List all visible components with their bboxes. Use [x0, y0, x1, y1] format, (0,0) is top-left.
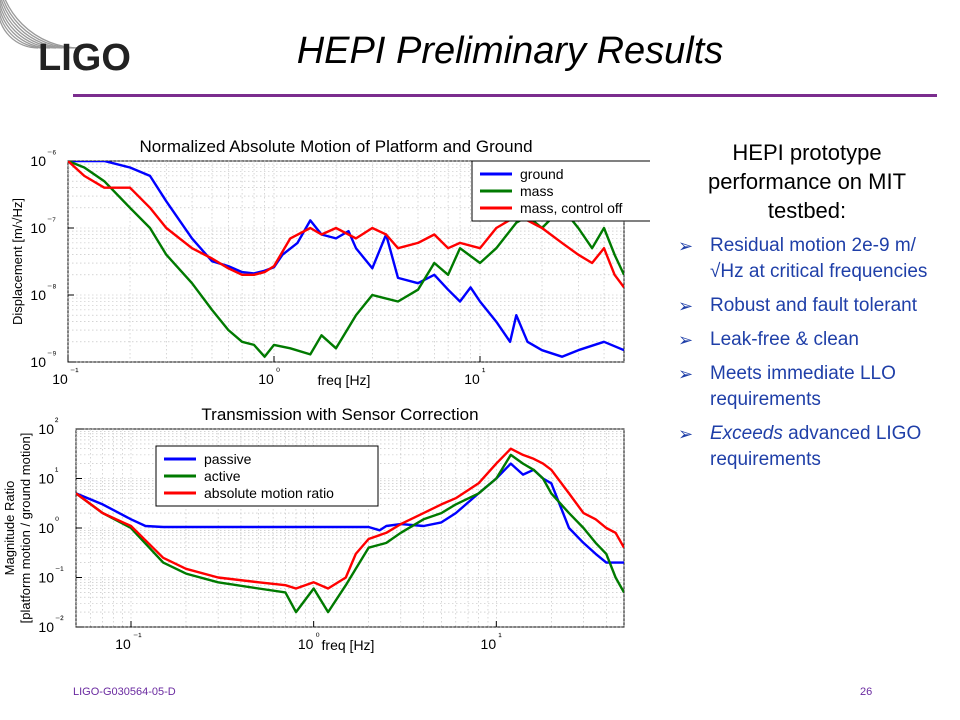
legend-entry: absolute motion ratio — [204, 485, 334, 501]
arrow-bullet-icon: ➢ — [678, 330, 694, 350]
x-axis-label: freq [Hz] — [322, 637, 375, 653]
right-panel: HEPI prototype performance on MIT testbe… — [666, 138, 948, 473]
x-axis-label: freq [Hz] — [318, 372, 371, 388]
y-tick-label: 10 — [30, 153, 46, 169]
y-axis-label: Magnitude Ratio — [2, 481, 17, 576]
x-tick-label: 10 — [464, 371, 480, 387]
y-tick-label: 10 — [38, 520, 54, 536]
x-tick-label-exponent: ¹ — [482, 367, 486, 378]
grid — [75, 428, 625, 628]
y-tick-label: 10 — [38, 619, 54, 635]
y-axis-label: [platform motion / ground motion] — [18, 433, 33, 624]
ligo-logo: LIGO — [0, 0, 131, 79]
x-tick-label-exponent: ⁻¹ — [70, 367, 79, 378]
arrow-bullet-icon: ➢ — [678, 296, 694, 316]
bullet-text: Robust and fault tolerant — [710, 295, 918, 316]
y-tick-label-exponent: ¹ — [55, 467, 59, 478]
y-tick-label-exponent: ⁻⁷ — [47, 216, 56, 227]
y-tick-label-exponent: ⁰ — [55, 516, 59, 527]
chart-title: Normalized Absolute Motion of Platform a… — [139, 137, 532, 156]
y-tick-label: 10 — [38, 471, 54, 487]
slide-title: HEPI Preliminary Results — [296, 30, 724, 72]
y-tick-label-exponent: ² — [55, 417, 59, 428]
bullet-item: ➢ Residual motion 2e-9 m/√Hz at critical… — [666, 233, 948, 285]
legend-entry: passive — [204, 451, 252, 467]
x-tick-label-exponent: ⁰ — [276, 367, 280, 378]
grid — [67, 160, 625, 363]
series-line-active — [76, 453, 624, 614]
arrow-bullet-icon: ➢ — [678, 236, 694, 256]
x-tick-label: 10 — [481, 636, 497, 652]
y-tick-label-exponent: ⁻⁸ — [47, 283, 57, 294]
panel-heading: HEPI prototype performance on MIT testbe… — [666, 138, 948, 225]
logo-text: LIGO — [38, 37, 131, 79]
legend-entry: mass, control off — [520, 200, 623, 216]
x-tick-label: 10 — [52, 371, 68, 387]
y-tick-label: 10 — [30, 354, 46, 370]
page-number: 26 — [860, 686, 873, 698]
y-tick-label: 10 — [38, 421, 54, 437]
bullet-item: ➢ Leak-free & clean — [666, 327, 948, 353]
y-tick-label-exponent: ⁻⁹ — [47, 350, 57, 361]
bullet-item: ➢ Robust and fault tolerant — [666, 293, 948, 319]
series-line-absolute-motion-ratio — [76, 447, 624, 590]
y-tick-label: 10 — [30, 220, 46, 236]
x-tick-label: 10 — [298, 636, 314, 652]
panel-heading-line: testbed: — [767, 198, 847, 223]
x-tick-label-exponent: ¹ — [498, 632, 502, 643]
title-rule — [73, 94, 937, 97]
bullet-item: ➢ Exceeds advanced LIGO requirements — [666, 421, 948, 473]
bullet-text: Meets immediate LLO requirements — [710, 363, 896, 410]
arrow-bullet-icon: ➢ — [678, 424, 694, 444]
series-group — [76, 447, 624, 614]
legend-entry: mass — [520, 183, 553, 199]
bullet-text: advanced LIGO requirements — [710, 423, 922, 470]
x-tick-label-exponent: ⁻¹ — [133, 632, 142, 643]
bullet-emphasis: Exceeds — [710, 423, 783, 444]
y-tick-label: 10 — [30, 287, 46, 303]
x-tick-label: 10 — [115, 636, 131, 652]
y-tick-label-exponent: ⁻¹ — [55, 566, 64, 577]
panel-heading-line: HEPI prototype — [732, 140, 882, 165]
series-line-passive — [76, 462, 624, 564]
panel-heading-line: performance on MIT — [707, 169, 907, 194]
legend-entry: ground — [520, 166, 564, 182]
bullet-text: Residual motion 2e-9 m/√Hz at critical f… — [710, 235, 928, 282]
series-line-mass-control-off — [68, 161, 624, 289]
bullet-item: ➢ Meets immediate LLO requirements — [666, 361, 948, 413]
y-tick-label-exponent: ⁻⁶ — [47, 149, 56, 160]
charts-area: Normalized Absolute Motion of Platform a… — [2, 137, 650, 653]
y-tick-label-exponent: ⁻² — [55, 615, 64, 626]
footer-doc-id: LIGO-G030564-05-D — [73, 686, 176, 698]
chart-title: Transmission with Sensor Correction — [201, 405, 478, 424]
x-tick-label-exponent: ⁰ — [316, 632, 320, 643]
y-axis-label: Displacement [m/√Hz] — [10, 198, 25, 325]
y-tick-label: 10 — [38, 570, 54, 586]
series-line-ground — [68, 161, 624, 358]
logo-arcs-icon — [0, 0, 81, 49]
x-tick-label: 10 — [258, 371, 274, 387]
arrow-bullet-icon: ➢ — [678, 364, 694, 384]
legend-entry: active — [204, 468, 241, 484]
bullet-text: Leak-free & clean — [710, 329, 859, 350]
chart-absolute-motion: Normalized Absolute Motion of Platform a… — [10, 137, 650, 388]
